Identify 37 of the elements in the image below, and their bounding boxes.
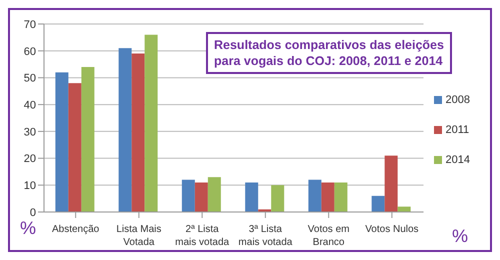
bar [384,156,398,212]
y-tick-label: 70 [24,18,36,31]
x-tick-label: 2ª Lista mais votada [175,224,230,248]
y-tick-label: 10 [24,180,36,192]
y-tick-label: 0 [30,206,36,219]
bar [68,83,82,212]
bar [182,180,195,212]
x-tick-label: Votos em Branco [308,224,350,248]
y-tick-label: 50 [24,72,36,85]
legend-label: 2008 [446,94,470,106]
bar [398,206,411,212]
bar [372,196,385,212]
bar [308,180,322,212]
bar [118,48,132,212]
y-axis-title: % [20,218,36,239]
bar [271,185,284,212]
bar [194,182,208,212]
y-tick-label: 40 [24,99,36,112]
y-tick-label: 30 [24,126,36,138]
bar [55,72,68,212]
text: Resultados comparativos das eleições para vogais do COJ: 2008, 2011 e 2014 [206,32,452,74]
bar [245,182,258,212]
x-tick-label: Votos Nulos [365,224,419,235]
bar [334,182,348,212]
x-tick-label: Abstenção [52,224,100,235]
x-tick-label: 3ª Lista mais votada [238,224,293,248]
bar [81,66,94,212]
bar [208,177,221,212]
bar [132,54,145,212]
y-tick-label: 20 [24,153,36,166]
x-tick-label: Lista Mais Votada [116,224,162,248]
y-tick-label: 60 [24,46,36,58]
bar [144,34,158,212]
legend-label: 2011 [446,124,470,136]
bar [321,182,334,212]
text: % [452,226,468,247]
legend-label: 2014 [446,154,470,166]
